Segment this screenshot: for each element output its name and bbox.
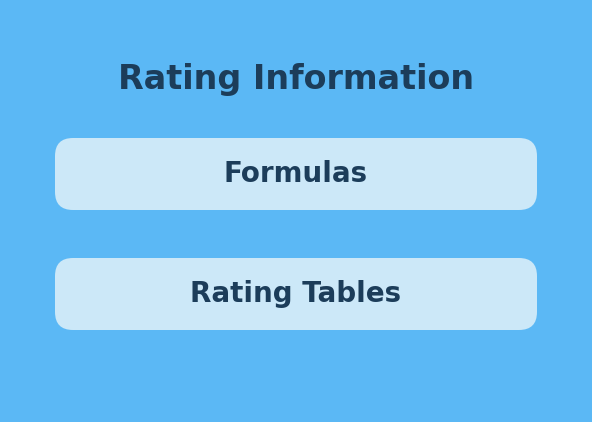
Text: Formulas: Formulas (224, 160, 368, 188)
Text: Rating Tables: Rating Tables (191, 280, 401, 308)
Text: Rating Information: Rating Information (118, 63, 474, 97)
FancyBboxPatch shape (55, 258, 537, 330)
FancyBboxPatch shape (55, 138, 537, 210)
FancyBboxPatch shape (18, 18, 574, 404)
